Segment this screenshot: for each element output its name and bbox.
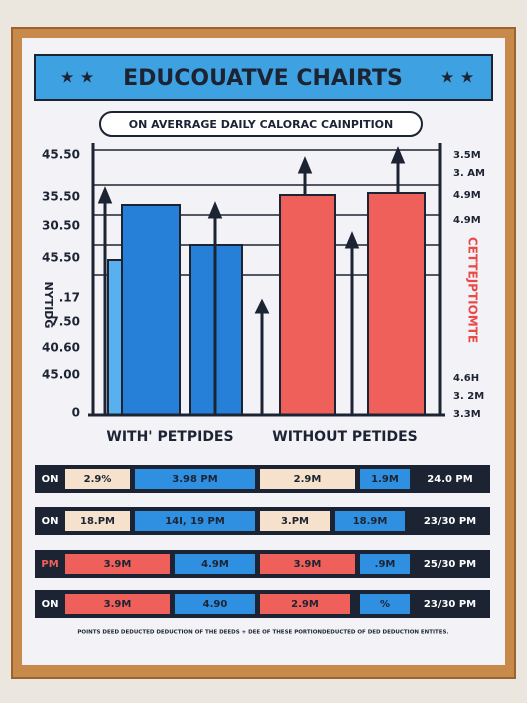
star: ★ ★ (440, 68, 474, 87)
left-axis-label: 45.00 (42, 368, 80, 382)
table-cell (65, 469, 130, 489)
table-cell (360, 594, 410, 614)
right-axis-label: 4.9M (453, 190, 481, 201)
cell-text: .9M (375, 559, 396, 570)
group-label: WITHOUT PETIDES (272, 429, 417, 445)
table-cell (260, 511, 330, 531)
table-cell (415, 554, 485, 574)
table-cell (65, 594, 170, 614)
table-cell (260, 554, 355, 574)
footer: POINTS DEED DEDUCTED DEDUCTION OF THE DE… (77, 630, 448, 636)
cell-text: 3.9M (104, 559, 132, 570)
bars (107, 192, 426, 416)
table-cell (415, 469, 485, 489)
cell-text: % (380, 599, 390, 610)
title: EDUCOUATVE CHAIRTS (123, 66, 403, 91)
table-cell (135, 511, 255, 531)
table-cell (260, 469, 355, 489)
table-cell (65, 554, 170, 574)
row-label: ON (42, 599, 59, 610)
subtitle: ON AVERRAGE DAILY CALORAC CAINPITION (129, 118, 393, 131)
cell-text: 23/30 PM (424, 599, 476, 610)
title-banner (34, 54, 493, 101)
table-cell (175, 554, 255, 574)
left-axis-label: .17 (59, 291, 80, 305)
group-label: WITH' PETPIDES (106, 429, 233, 445)
table-cell (415, 594, 485, 614)
row-label: ON (42, 474, 59, 485)
table-cell (260, 594, 350, 614)
left-axis-label: 45.50 (42, 251, 80, 265)
right-axis-label: 3. 2M (453, 391, 484, 402)
table-cell (415, 511, 485, 531)
cell-text: 2.9M (294, 474, 322, 485)
subtitle-pill (99, 111, 423, 137)
cell-text: 2.9% (84, 474, 112, 485)
cell-text: 24.0 PM (427, 474, 472, 485)
left-axis-label: 45.50 (42, 148, 80, 162)
right-axis-label: 3. AM (453, 168, 485, 179)
row-label: ON (42, 516, 59, 527)
cell-text: 3.PM (281, 516, 309, 527)
left-axis-label: 35.50 (42, 190, 80, 204)
row-label: PM (41, 559, 58, 570)
left-axis-title: NYTIDG (42, 282, 55, 329)
cell-text: 3.98 PM (172, 474, 217, 485)
left-axis-label: 0 (72, 406, 80, 420)
star: ★ ★ (60, 68, 94, 87)
left-axis-label: 7.50 (50, 315, 80, 329)
table-cell (135, 469, 255, 489)
cell-text: 14I, 19 PM (165, 516, 225, 527)
left-axis-label: 30.50 (42, 219, 80, 233)
cell-text: 23/30 PM (424, 516, 476, 527)
table-cell (360, 554, 410, 574)
cell-text: 25/30 PM (424, 559, 476, 570)
cell-text: 4.9M (201, 559, 229, 570)
table-cell (335, 511, 405, 531)
left-axis-label: 40.60 (42, 341, 80, 355)
cell-text: 4.90 (203, 599, 228, 610)
cell-text: 18.PM (80, 516, 115, 527)
cell-text: 3.9M (104, 599, 132, 610)
right-axis-label: 4.9M (453, 215, 481, 226)
cell-text: 2.9M (291, 599, 319, 610)
right-axis-label: 4.6H (453, 373, 479, 384)
right-axis-label: 3.3M (453, 409, 481, 420)
right-axis-title: CETTEJPTIOMTE (466, 237, 480, 343)
table-cell (360, 469, 410, 489)
table-cell (65, 511, 130, 531)
table-cell (175, 594, 255, 614)
arrows (97, 146, 406, 415)
right-axis-label: 3.5M (453, 150, 481, 161)
cell-text: 3.9M (294, 559, 322, 570)
cell-text: 1.9M (371, 474, 399, 485)
cell-text: 18.9M (353, 516, 388, 527)
